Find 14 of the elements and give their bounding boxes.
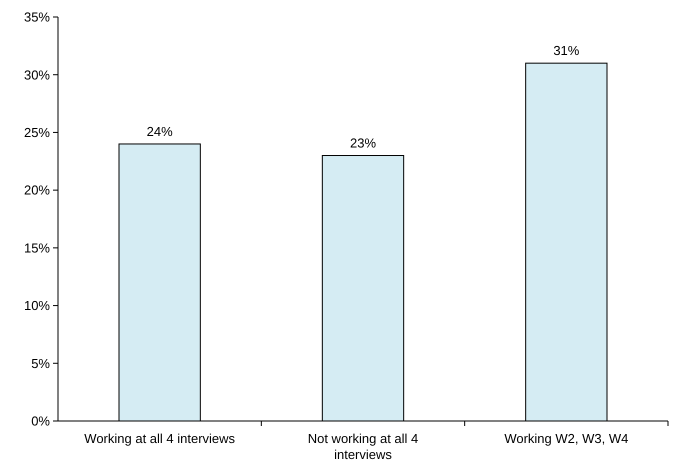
data-label: 24%: [146, 124, 174, 139]
y-tick-label: 0%: [31, 414, 50, 429]
x-tick-label: Not working at all 4 interviews: [308, 431, 418, 462]
y-tick-label: 20%: [24, 182, 50, 198]
y-tick-label: 25%: [24, 124, 50, 140]
x-tick-label: Working W2, W3, W4: [504, 431, 628, 446]
y-tick-label: 30%: [24, 67, 50, 82]
y-tick-label: 10%: [24, 298, 50, 314]
y-tick-label: 5%: [31, 356, 50, 371]
y-tick-label: 35%: [24, 10, 50, 25]
data-label: 23%: [350, 136, 376, 151]
y-tick-label: 15%: [24, 240, 50, 256]
data-label: 31%: [553, 43, 580, 58]
x-tick-label: Working at all 4 interviews: [84, 431, 236, 446]
